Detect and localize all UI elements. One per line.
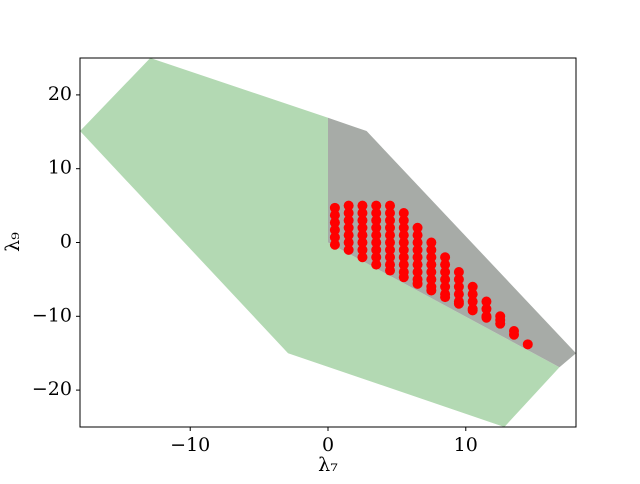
point [371,222,382,233]
point [371,237,382,248]
point [385,207,395,218]
point [357,200,368,211]
point [385,215,395,226]
point [343,237,354,248]
point [440,252,451,263]
point [329,202,340,213]
point [481,296,492,307]
x-axis-label: λ₇ [318,454,338,476]
point [385,252,395,263]
point [412,259,423,270]
point [371,252,382,263]
point [343,207,354,218]
point [467,296,478,307]
point [357,244,368,255]
point [412,274,423,285]
y-tick-label: 20 [48,83,72,105]
point [385,244,395,255]
point [398,207,409,218]
point [329,224,340,235]
point [426,244,437,255]
point [509,329,519,340]
point [426,274,437,285]
y-tick-label: −20 [32,378,72,400]
point [371,215,382,226]
point [343,244,354,255]
point [385,237,395,248]
point [343,215,354,226]
point [440,274,451,285]
point [398,244,409,255]
point [357,252,368,263]
point [385,259,395,270]
point [371,230,382,241]
point [398,259,409,270]
point [412,267,423,278]
point [371,259,382,270]
point [357,215,368,226]
point [453,281,464,292]
point [412,237,423,248]
point [329,217,340,228]
point [481,303,492,314]
point [467,281,478,292]
point [426,259,437,270]
x-tick-label: −10 [170,434,210,456]
point [440,281,451,292]
point [440,289,451,300]
y-axis-label: λ₉ [2,232,24,252]
point [398,230,409,241]
point [467,303,478,314]
point [412,252,423,263]
point [343,200,354,211]
point [357,207,368,218]
x-tick-label: 10 [454,434,478,456]
y-tick-label: −10 [32,304,72,326]
point [329,232,340,243]
point [426,252,437,263]
point [343,230,354,241]
point [412,222,423,233]
point [426,237,437,248]
point [481,311,492,322]
point [453,296,464,307]
point [453,267,464,278]
point [343,222,354,233]
point [371,207,382,218]
point [357,230,368,241]
point [412,244,423,255]
point [329,239,340,250]
point [385,222,395,233]
point [357,237,368,248]
x-tick-label: 0 [322,434,334,456]
point [426,267,437,278]
point [398,237,409,248]
point [398,215,409,226]
y-tick-label: 10 [48,157,72,179]
point [522,339,533,350]
point [398,267,409,278]
point [426,281,437,292]
point [440,267,451,278]
y-tick-label: 0 [60,231,72,253]
point [398,222,409,233]
point [440,259,451,270]
point [385,230,395,241]
point [371,200,382,211]
point [329,210,340,221]
region [328,117,576,368]
point [371,244,382,255]
point [453,289,464,300]
point [412,230,423,241]
point [467,289,478,300]
point [495,311,506,322]
point [398,252,409,263]
point [357,222,368,233]
point [453,274,464,285]
point [385,200,395,211]
region [80,58,560,427]
